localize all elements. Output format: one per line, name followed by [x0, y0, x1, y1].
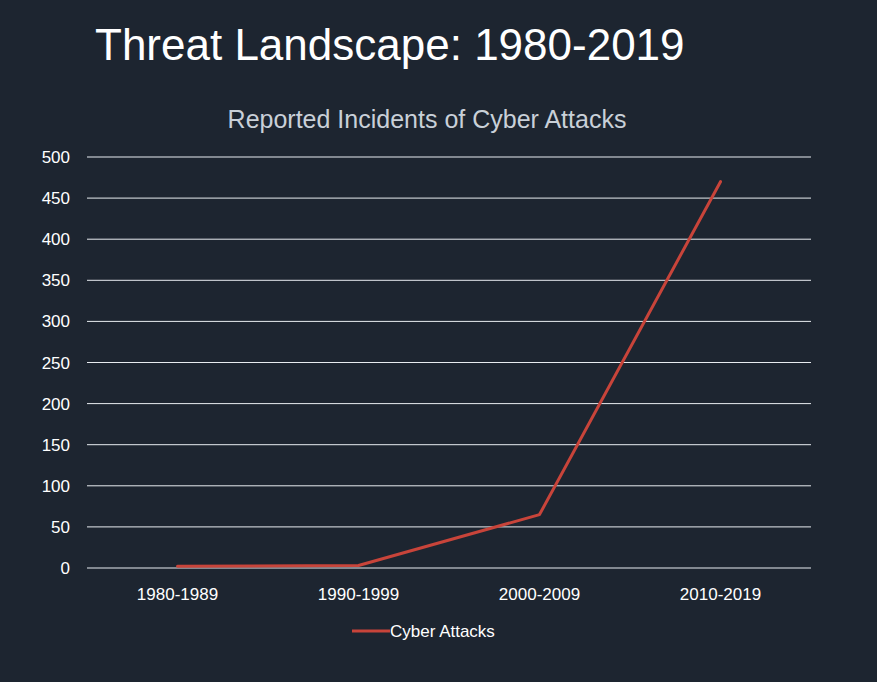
x-tick-label: 2000-2009	[499, 585, 580, 604]
y-tick-label: 100	[42, 477, 70, 496]
grid-line	[87, 485, 811, 486]
grid-line	[87, 280, 811, 281]
y-tick-label: 50	[51, 518, 70, 537]
grid-line	[87, 157, 811, 158]
y-tick-label: 400	[42, 230, 70, 249]
background	[0, 0, 877, 682]
grid-line	[87, 198, 811, 199]
chart-title: Threat Landscape: 1980-2019	[95, 20, 685, 69]
y-tick-label: 300	[42, 312, 70, 331]
x-axis: 1980-1989 1990-1999 2000-2009 2010-2019	[137, 585, 761, 604]
y-tick-label: 150	[42, 436, 70, 455]
x-tick-label: 1990-1999	[318, 585, 399, 604]
chart-root: Threat Landscape: 1980-2019 Reported Inci…	[0, 0, 877, 682]
x-tick-label: 1980-1989	[137, 585, 218, 604]
grid-line	[87, 239, 811, 240]
legend-label: Cyber Attacks	[390, 622, 495, 641]
chart-subtitle: Reported Incidents of Cyber Attacks	[228, 105, 627, 133]
grid-line	[87, 526, 811, 527]
legend-swatch	[352, 630, 390, 633]
grid-line	[87, 444, 811, 445]
x-tick-label: 2010-2019	[680, 585, 761, 604]
y-tick-label: 200	[42, 395, 70, 414]
grid-line	[87, 403, 811, 404]
legend: Cyber Attacks	[352, 622, 495, 641]
y-tick-label: 0	[61, 559, 70, 578]
grid-line	[87, 362, 811, 363]
y-tick-label: 500	[42, 148, 70, 167]
y-tick-label: 350	[42, 271, 70, 290]
y-tick-label: 450	[42, 189, 70, 208]
chart-svg: Threat Landscape: 1980-2019 Reported Inci…	[0, 0, 877, 682]
y-tick-label: 250	[42, 354, 70, 373]
plot-area	[178, 182, 721, 567]
series-line	[178, 182, 721, 567]
grid-line	[87, 321, 811, 322]
y-axis: 0 50 100 150 200 250 300 350 400 450 500	[42, 148, 811, 578]
